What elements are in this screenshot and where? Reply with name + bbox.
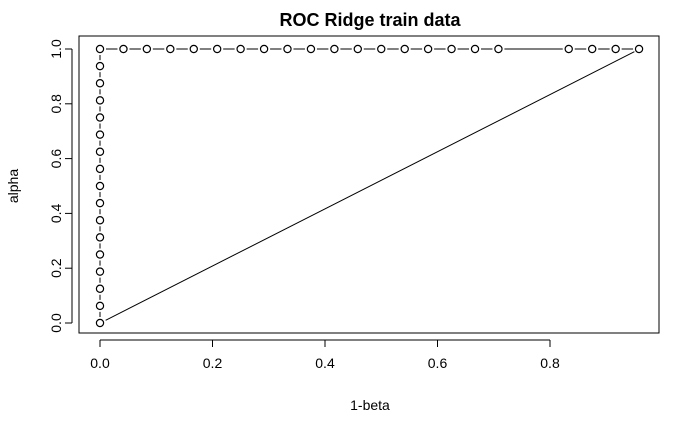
roc-point: [330, 44, 339, 54]
roc-point: [564, 44, 573, 54]
roc-point: [283, 44, 292, 54]
roc-point: [95, 267, 105, 276]
plot-frame: [78, 35, 660, 334]
roc-point: [494, 44, 503, 54]
roc-point: [353, 44, 362, 54]
roc-point: [587, 44, 597, 54]
roc-point: [377, 44, 386, 54]
y-axis-label: alpha: [5, 169, 21, 203]
x-tick-label: 0.4: [315, 355, 335, 371]
roc-point: [212, 44, 222, 54]
roc-point: [95, 216, 105, 225]
roc-point: [95, 130, 105, 139]
y-tick-label: 0.4: [48, 203, 64, 223]
roc-point: [166, 44, 175, 54]
roc-point: [95, 44, 105, 54]
roc-point: [236, 44, 245, 54]
x-axis-label: 1-beta: [350, 397, 390, 413]
roc-point: [634, 44, 644, 54]
y-axis: 0.0 0.2 0.4 0.6 0.8 1.0: [48, 39, 73, 333]
roc-point: [95, 284, 105, 293]
roc-point: [95, 318, 105, 328]
y-tick-label: 1.0: [48, 39, 64, 59]
roc-point: [95, 96, 105, 105]
roc-point: [95, 301, 105, 311]
roc-point: [400, 44, 409, 54]
x-tick-label: 0.8: [540, 355, 560, 371]
roc-point: [119, 44, 128, 54]
roc-points: [95, 44, 644, 328]
roc-point: [470, 44, 480, 54]
y-tick-label: 0.2: [48, 258, 64, 278]
chart-title: ROC Ridge train data: [279, 10, 461, 30]
roc-point: [95, 198, 105, 208]
roc-point: [447, 44, 456, 54]
roc-point: [95, 61, 105, 71]
roc-point: [142, 44, 152, 54]
roc-point: [611, 44, 620, 54]
roc-point: [95, 250, 105, 259]
roc-point: [95, 113, 105, 122]
y-tick-label: 0.0: [48, 313, 64, 333]
roc-point: [259, 44, 269, 54]
roc-point: [95, 181, 105, 191]
roc-point: [95, 233, 105, 242]
roc-point: [95, 164, 105, 174]
y-tick-label: 0.6: [48, 149, 64, 169]
x-tick-label: 0.2: [203, 355, 223, 371]
x-tick-label: 0.6: [428, 355, 448, 371]
x-tick-label: 0.0: [90, 355, 110, 371]
roc-point: [306, 44, 316, 54]
y-tick-label: 0.8: [48, 94, 64, 114]
roc-point: [423, 44, 433, 54]
roc-curve-line: [99, 48, 634, 317]
roc-point: [95, 79, 105, 88]
roc-point: [189, 44, 198, 54]
roc-point: [95, 147, 105, 156]
x-axis: 0.0 0.2 0.4 0.6 0.8: [90, 339, 560, 371]
reference-line: [105, 51, 635, 321]
